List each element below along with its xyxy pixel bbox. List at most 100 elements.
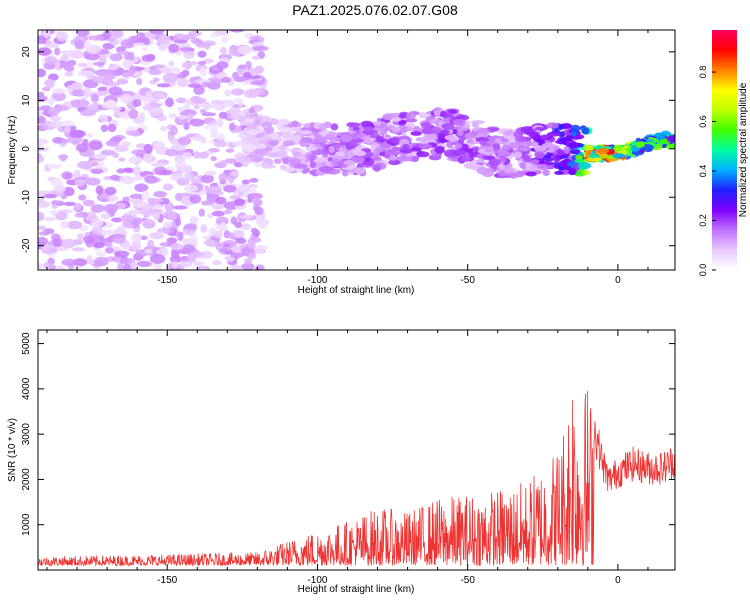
heatmap-cell (114, 250, 130, 258)
heatmap-cell (43, 216, 56, 222)
heatmap-cell (44, 78, 56, 89)
heatmap-cell (153, 191, 166, 198)
heatmap-cell (238, 64, 248, 70)
y-tick-label: 3000 (21, 423, 32, 446)
heatmap-cell (64, 65, 75, 72)
heatmap-cell (247, 251, 257, 260)
heatmap-cell (291, 120, 299, 128)
heatmap-cell (128, 198, 143, 204)
heatmap-cell (541, 142, 556, 149)
heatmap-cell (149, 30, 165, 35)
heatmap-cell (469, 130, 479, 136)
heatmap-cell (147, 239, 155, 250)
heatmap-cell (174, 192, 183, 201)
heatmap-cell (95, 185, 104, 195)
heatmap-cell (47, 107, 60, 116)
heatmap-cell (104, 247, 114, 254)
heatmap-cell (187, 83, 202, 88)
heatmap-cell (173, 39, 188, 44)
heatmap-cell (38, 236, 49, 246)
heatmap-cell (110, 136, 123, 142)
heatmap-cell (38, 262, 44, 269)
heatmap-cell (269, 132, 279, 140)
heatmap-cell (43, 262, 52, 270)
heatmap-cell (182, 228, 196, 236)
heatmap-cell (158, 44, 167, 52)
heatmap-cell (59, 154, 67, 162)
heatmap-cell (100, 124, 109, 133)
heatmap-cell (525, 171, 537, 177)
heatmap-cell (77, 160, 93, 170)
heatmap-cell (69, 129, 85, 138)
heatmap-cell (111, 217, 123, 223)
heatmap-cell (75, 143, 89, 153)
heatmap-cell (338, 151, 345, 157)
heatmap-cell (181, 61, 193, 69)
heatmap-cell (148, 68, 162, 76)
heatmap-cell (509, 141, 523, 149)
heatmap-cell (76, 30, 90, 37)
heatmap-cell (283, 166, 296, 173)
heatmap-cell (199, 67, 207, 77)
x-tick-label: -50 (460, 575, 475, 586)
heatmap-cell (103, 203, 118, 214)
heatmap-cell (175, 218, 182, 226)
x-tick-label: -150 (157, 275, 177, 286)
heatmap-cell (141, 54, 155, 62)
heatmap-cell (250, 80, 265, 86)
heatmap-cell (218, 173, 228, 182)
heatmap-cell (88, 140, 103, 151)
heatmap-cell (249, 185, 257, 194)
heatmap-cell (90, 204, 105, 213)
heatmap-cell (454, 143, 463, 149)
heatmap-cell (504, 166, 515, 174)
heatmap-cell (176, 178, 190, 186)
heatmap-cell (107, 123, 117, 133)
heatmap-cell (486, 168, 495, 172)
heatmap-cell (162, 221, 173, 229)
heatmap-cell (230, 113, 244, 121)
heatmap-cell (38, 142, 44, 148)
heatmap-cell (388, 159, 401, 166)
heatmap-cell (128, 155, 143, 165)
heatmap-cell (230, 171, 239, 177)
heatmap-cell (147, 209, 163, 214)
heatmap-cell (405, 118, 418, 123)
heatmap-cell (88, 35, 104, 41)
heatmap-cell (574, 158, 585, 163)
heatmap-cell (352, 156, 365, 163)
heatmap-cell (40, 244, 55, 249)
heatmap-cell (267, 139, 279, 146)
x-tick-label: -100 (307, 275, 327, 286)
heatmap-cell (142, 104, 155, 111)
heatmap-cell (213, 141, 227, 148)
y-tick-label: -10 (21, 190, 32, 205)
heatmap-cell (237, 133, 248, 139)
heatmap-cell (132, 99, 142, 107)
heatmap-cell (216, 216, 229, 226)
heatmap-cell (116, 225, 126, 236)
x-tick-label: 0 (615, 275, 621, 286)
heatmap-cell (211, 79, 224, 84)
snr-series-line (38, 391, 675, 567)
heatmap-cell (446, 141, 454, 148)
heatmap-cell (238, 185, 250, 193)
heatmap-cell (160, 66, 171, 74)
heatmap-cell (138, 36, 150, 43)
heatmap-cell (117, 263, 124, 270)
heatmap-cell (90, 93, 99, 103)
heatmap-cell (241, 262, 255, 270)
heatmap-cell (175, 158, 186, 167)
heatmap-cell (421, 128, 432, 134)
heatmap-cell (318, 157, 329, 162)
heatmap-cell (133, 175, 144, 181)
heatmap-cell (353, 150, 367, 157)
heatmap-cell (91, 154, 107, 159)
colorbar-tick-label: 0.0 (698, 264, 708, 277)
heatmap-cell (73, 169, 81, 178)
heatmap-cell (492, 143, 501, 150)
heatmap-cell (482, 155, 496, 160)
heatmap-cell (61, 171, 73, 180)
heatmap-cell (120, 141, 131, 147)
